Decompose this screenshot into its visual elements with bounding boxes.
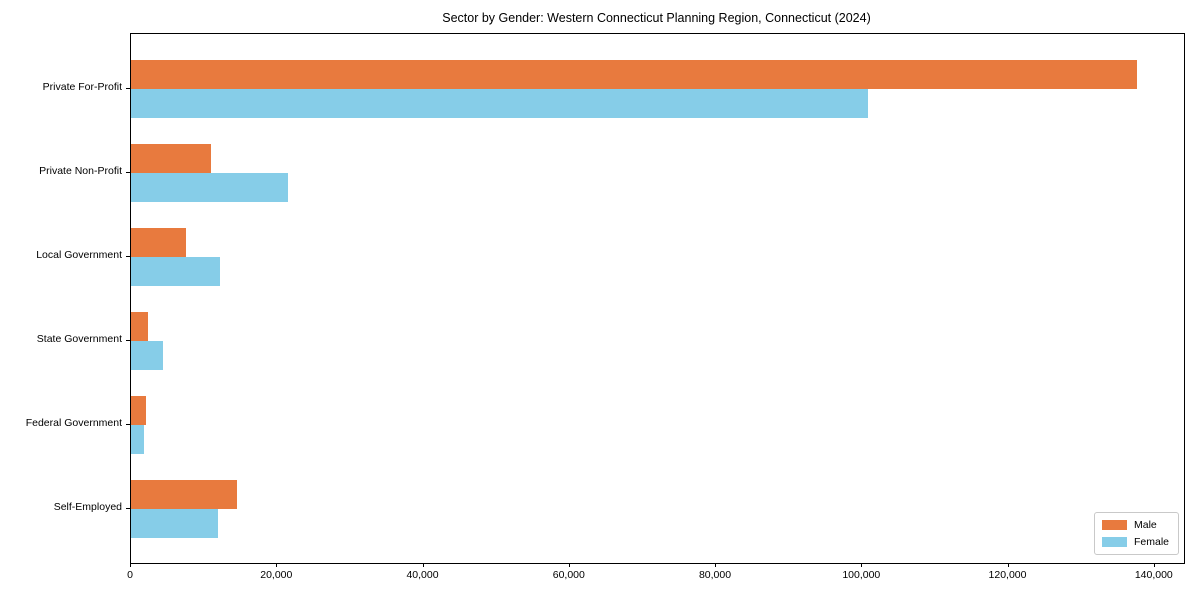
x-tick-mark [715,563,716,567]
x-tick-label: 140,000 [1134,569,1173,581]
bar-female-2 [131,257,221,286]
x-tick-label: 80,000 [698,569,732,581]
legend-entry-male: Male [1101,519,1169,531]
x-tick-mark [861,563,863,567]
x-tick-label: 100,000 [842,569,881,581]
bar-female-1 [131,173,288,202]
bar-female-0 [131,89,869,118]
x-tick-label: 60,000 [552,569,585,581]
legend-label: Male [1133,519,1157,531]
bar-male-2 [131,228,186,257]
bar-male-3 [131,312,148,341]
bar-female-3 [131,341,164,370]
bar-female-4 [131,425,145,454]
x-tick-mark [568,563,570,567]
x-tick-mark [422,563,424,567]
legend-swatch-icon [1101,537,1127,547]
y-tick-label: Local Government [36,249,122,261]
y-tick-label: State Government [36,333,122,345]
x-tick-mark [130,563,131,567]
bar-male-1 [131,144,211,173]
y-tick-mark [126,340,130,341]
bar-male-0 [131,60,1138,89]
x-tick-label: 20,000 [260,569,293,581]
y-tick-mark [126,256,130,257]
y-tick-mark [126,172,130,173]
bar-male-5 [131,480,237,509]
x-tick-mark [1153,563,1155,567]
y-tick-mark [126,88,130,89]
bar-male-4 [131,396,147,425]
x-tick-mark [1007,563,1009,567]
plot-area: Male Female [130,33,1185,564]
x-tick-mark [276,563,278,567]
legend-label: Female [1133,536,1169,548]
x-tick-label: 0 [127,569,133,581]
chart-title: Sector by Gender: Western Connecticut Pl… [442,11,871,25]
y-tick-label: Federal Government [25,417,122,429]
y-tick-label: Private For-Profit [42,81,122,93]
y-tick-label: Private Non-Profit [39,165,122,177]
legend: Male Female [1093,512,1179,555]
bar-female-5 [131,509,218,538]
x-tick-label: 120,000 [988,569,1027,581]
y-tick-label: Self-Employed [53,501,122,513]
y-tick-mark [126,424,130,425]
legend-swatch-icon [1101,520,1127,530]
x-tick-label: 40,000 [406,569,439,581]
legend-entry-female: Female [1101,536,1169,548]
y-tick-mark [126,508,130,509]
